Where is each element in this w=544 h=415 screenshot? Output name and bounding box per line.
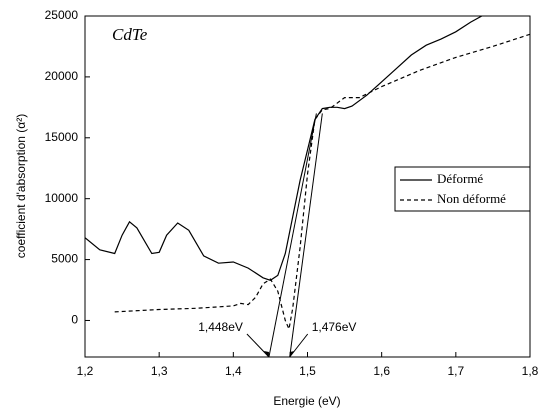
x-tick-label: 1,7	[447, 364, 464, 378]
arrow-head	[289, 351, 295, 357]
arrow-head	[263, 351, 269, 357]
x-axis-label: Energie (eV)	[273, 394, 340, 408]
annotation: 1,448eV	[198, 320, 243, 334]
x-tick-label: 1,2	[77, 364, 94, 378]
tangent-line	[268, 113, 317, 357]
y-tick-label: 15000	[45, 130, 79, 144]
chart-title: CdTe	[112, 25, 148, 44]
annotation: 1,476eV	[312, 320, 357, 334]
data-line	[114, 33, 530, 332]
y-tick-label: 10000	[45, 191, 79, 205]
y-tick-label: 25000	[45, 8, 79, 22]
y-axis-label: coefficient d'absorption (α²)	[14, 114, 28, 258]
y-tick-label: 5000	[51, 252, 78, 266]
x-tick-label: 1,5	[299, 364, 316, 378]
x-tick-label: 1,4	[225, 364, 242, 378]
tangent-line	[289, 113, 323, 357]
y-tick-label: 20000	[45, 69, 79, 83]
x-tick-label: 1,3	[151, 364, 168, 378]
x-tick-label: 1,6	[373, 364, 390, 378]
data-line	[85, 16, 483, 281]
legend-label: Non déformé	[437, 191, 506, 206]
plot-area	[85, 16, 530, 357]
annotation-arrow	[246, 333, 270, 358]
x-tick-label: 1,8	[522, 364, 539, 378]
legend-label: Déformé	[437, 171, 483, 186]
legend-box	[394, 166, 531, 212]
y-tick-label: 0	[71, 313, 78, 327]
